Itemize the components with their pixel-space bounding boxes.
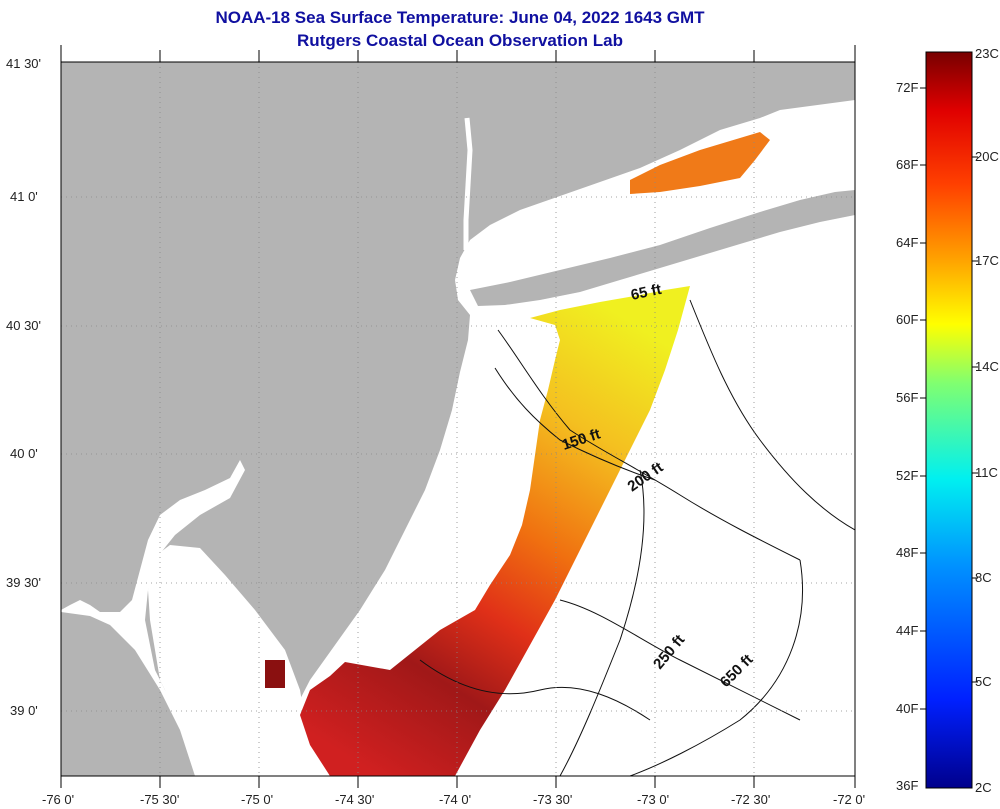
- lon-label-73-30: -73 30': [533, 792, 572, 807]
- cb-c-5: 5C: [975, 674, 992, 689]
- lat-label-39-30: 39 30': [6, 575, 41, 590]
- long-island-sound: [475, 148, 855, 282]
- lon-label-73-0: -73 0': [637, 792, 669, 807]
- land-mainland: [61, 62, 855, 776]
- cb-c-23: 23C: [975, 46, 999, 61]
- hudson-river: [463, 117, 473, 250]
- map-title: NOAA-18 Sea Surface Temperature: June 04…: [215, 8, 705, 27]
- cb-c-2: 2C: [975, 780, 992, 795]
- map-frame: [60, 61, 856, 777]
- lon-label-75-30: -75 30': [140, 792, 179, 807]
- land-delmarva: [61, 612, 195, 776]
- cb-f-48: 48F: [896, 545, 918, 560]
- lon-label-74-0: -74 0': [439, 792, 471, 807]
- lon-label-72-0: -72 0': [833, 792, 865, 807]
- cb-c-11: 11C: [975, 465, 998, 480]
- lon-label-76-0: -76 0': [42, 792, 74, 807]
- lat-label-40-30: 40 30': [6, 318, 41, 333]
- contour-label-65: 65 ft: [629, 281, 663, 304]
- cb-c-20: 20C: [975, 149, 999, 164]
- land-long-island: [470, 190, 855, 306]
- lat-label-41-0: 41 0': [10, 189, 38, 204]
- cb-c-17: 17C: [975, 253, 999, 268]
- lon-label-72-30: -72 30': [731, 792, 770, 807]
- bathymetry-contours: [419, 299, 855, 776]
- colorbar: [925, 51, 973, 789]
- cb-f-64: 64F: [896, 235, 918, 250]
- cb-c-14: 14C: [975, 359, 999, 374]
- cb-c-8: 8C: [975, 570, 992, 585]
- lat-label-41-30: 41 30': [6, 56, 41, 71]
- cb-f-44: 44F: [896, 623, 918, 638]
- frame-ticks: [60, 45, 856, 788]
- cb-f-52: 52F: [896, 468, 918, 483]
- map-subtitle: Rutgers Coastal Ocean Observation Lab: [297, 31, 623, 50]
- cb-f-68: 68F: [896, 157, 918, 172]
- cb-f-60: 60F: [896, 312, 918, 327]
- sst-sound-patch: [630, 132, 770, 194]
- cb-f-72: 72F: [896, 80, 918, 95]
- colorbar-ticks: [920, 87, 978, 710]
- sst-satellite-strip: [300, 286, 690, 776]
- delaware-bay: [148, 545, 305, 776]
- cb-f-56: 56F: [896, 390, 918, 405]
- cb-f-36: 36F: [896, 778, 918, 793]
- lon-label-74-30: -74 30': [335, 792, 374, 807]
- lat-label-40-0: 40 0': [10, 446, 38, 461]
- cb-f-40: 40F: [896, 701, 918, 716]
- lon-label-75-0: -75 0': [241, 792, 273, 807]
- graticule: [61, 62, 855, 776]
- sst-patch-small: [265, 660, 285, 688]
- lat-label-39-0: 39 0': [10, 703, 38, 718]
